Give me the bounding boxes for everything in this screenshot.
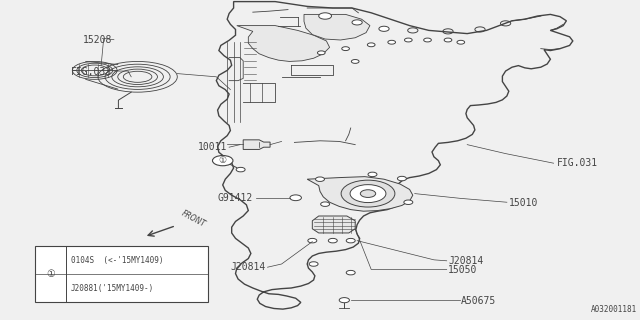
- Circle shape: [388, 40, 396, 44]
- Text: 10011: 10011: [198, 142, 227, 152]
- Text: J20814: J20814: [230, 262, 266, 272]
- Text: FIG.033: FIG.033: [71, 67, 112, 77]
- Circle shape: [328, 238, 337, 243]
- Circle shape: [339, 298, 349, 303]
- Circle shape: [346, 270, 355, 275]
- Circle shape: [346, 238, 355, 243]
- Text: 15010: 15010: [509, 198, 538, 208]
- Polygon shape: [216, 2, 573, 309]
- Bar: [35, 246, 208, 302]
- Circle shape: [236, 167, 245, 172]
- Circle shape: [40, 269, 61, 280]
- Text: A032001181: A032001181: [591, 305, 637, 314]
- Circle shape: [404, 38, 412, 42]
- Text: FRONT: FRONT: [180, 209, 207, 229]
- Text: ①: ①: [46, 269, 55, 279]
- Text: FIG.031: FIG.031: [557, 158, 598, 168]
- Circle shape: [379, 26, 389, 31]
- Text: J20814: J20814: [448, 256, 483, 266]
- Text: 0104S  (<-'15MY1409): 0104S (<-'15MY1409): [71, 256, 164, 265]
- Circle shape: [352, 20, 362, 25]
- Circle shape: [316, 177, 324, 181]
- Circle shape: [290, 195, 301, 201]
- Circle shape: [321, 202, 330, 206]
- Text: ①: ①: [219, 156, 227, 165]
- Circle shape: [404, 200, 413, 204]
- Circle shape: [319, 13, 332, 19]
- Polygon shape: [307, 177, 413, 211]
- Polygon shape: [304, 14, 370, 40]
- Text: 15208: 15208: [83, 35, 112, 45]
- Circle shape: [350, 185, 386, 203]
- Circle shape: [317, 51, 325, 55]
- Circle shape: [368, 172, 377, 177]
- Circle shape: [444, 38, 452, 42]
- Circle shape: [309, 262, 318, 266]
- Text: A50675: A50675: [461, 296, 496, 306]
- Polygon shape: [243, 140, 270, 149]
- Circle shape: [212, 156, 233, 166]
- Circle shape: [424, 38, 431, 42]
- Text: 15050: 15050: [448, 265, 477, 276]
- Text: G91412: G91412: [218, 193, 253, 204]
- Circle shape: [397, 176, 406, 181]
- Circle shape: [360, 190, 376, 197]
- Text: J20881('15MY1409-): J20881('15MY1409-): [71, 284, 154, 293]
- Polygon shape: [237, 26, 330, 61]
- Circle shape: [351, 60, 359, 63]
- Circle shape: [308, 238, 317, 243]
- Circle shape: [367, 43, 375, 47]
- Polygon shape: [312, 216, 355, 233]
- Circle shape: [341, 180, 395, 207]
- Circle shape: [457, 40, 465, 44]
- Circle shape: [342, 47, 349, 51]
